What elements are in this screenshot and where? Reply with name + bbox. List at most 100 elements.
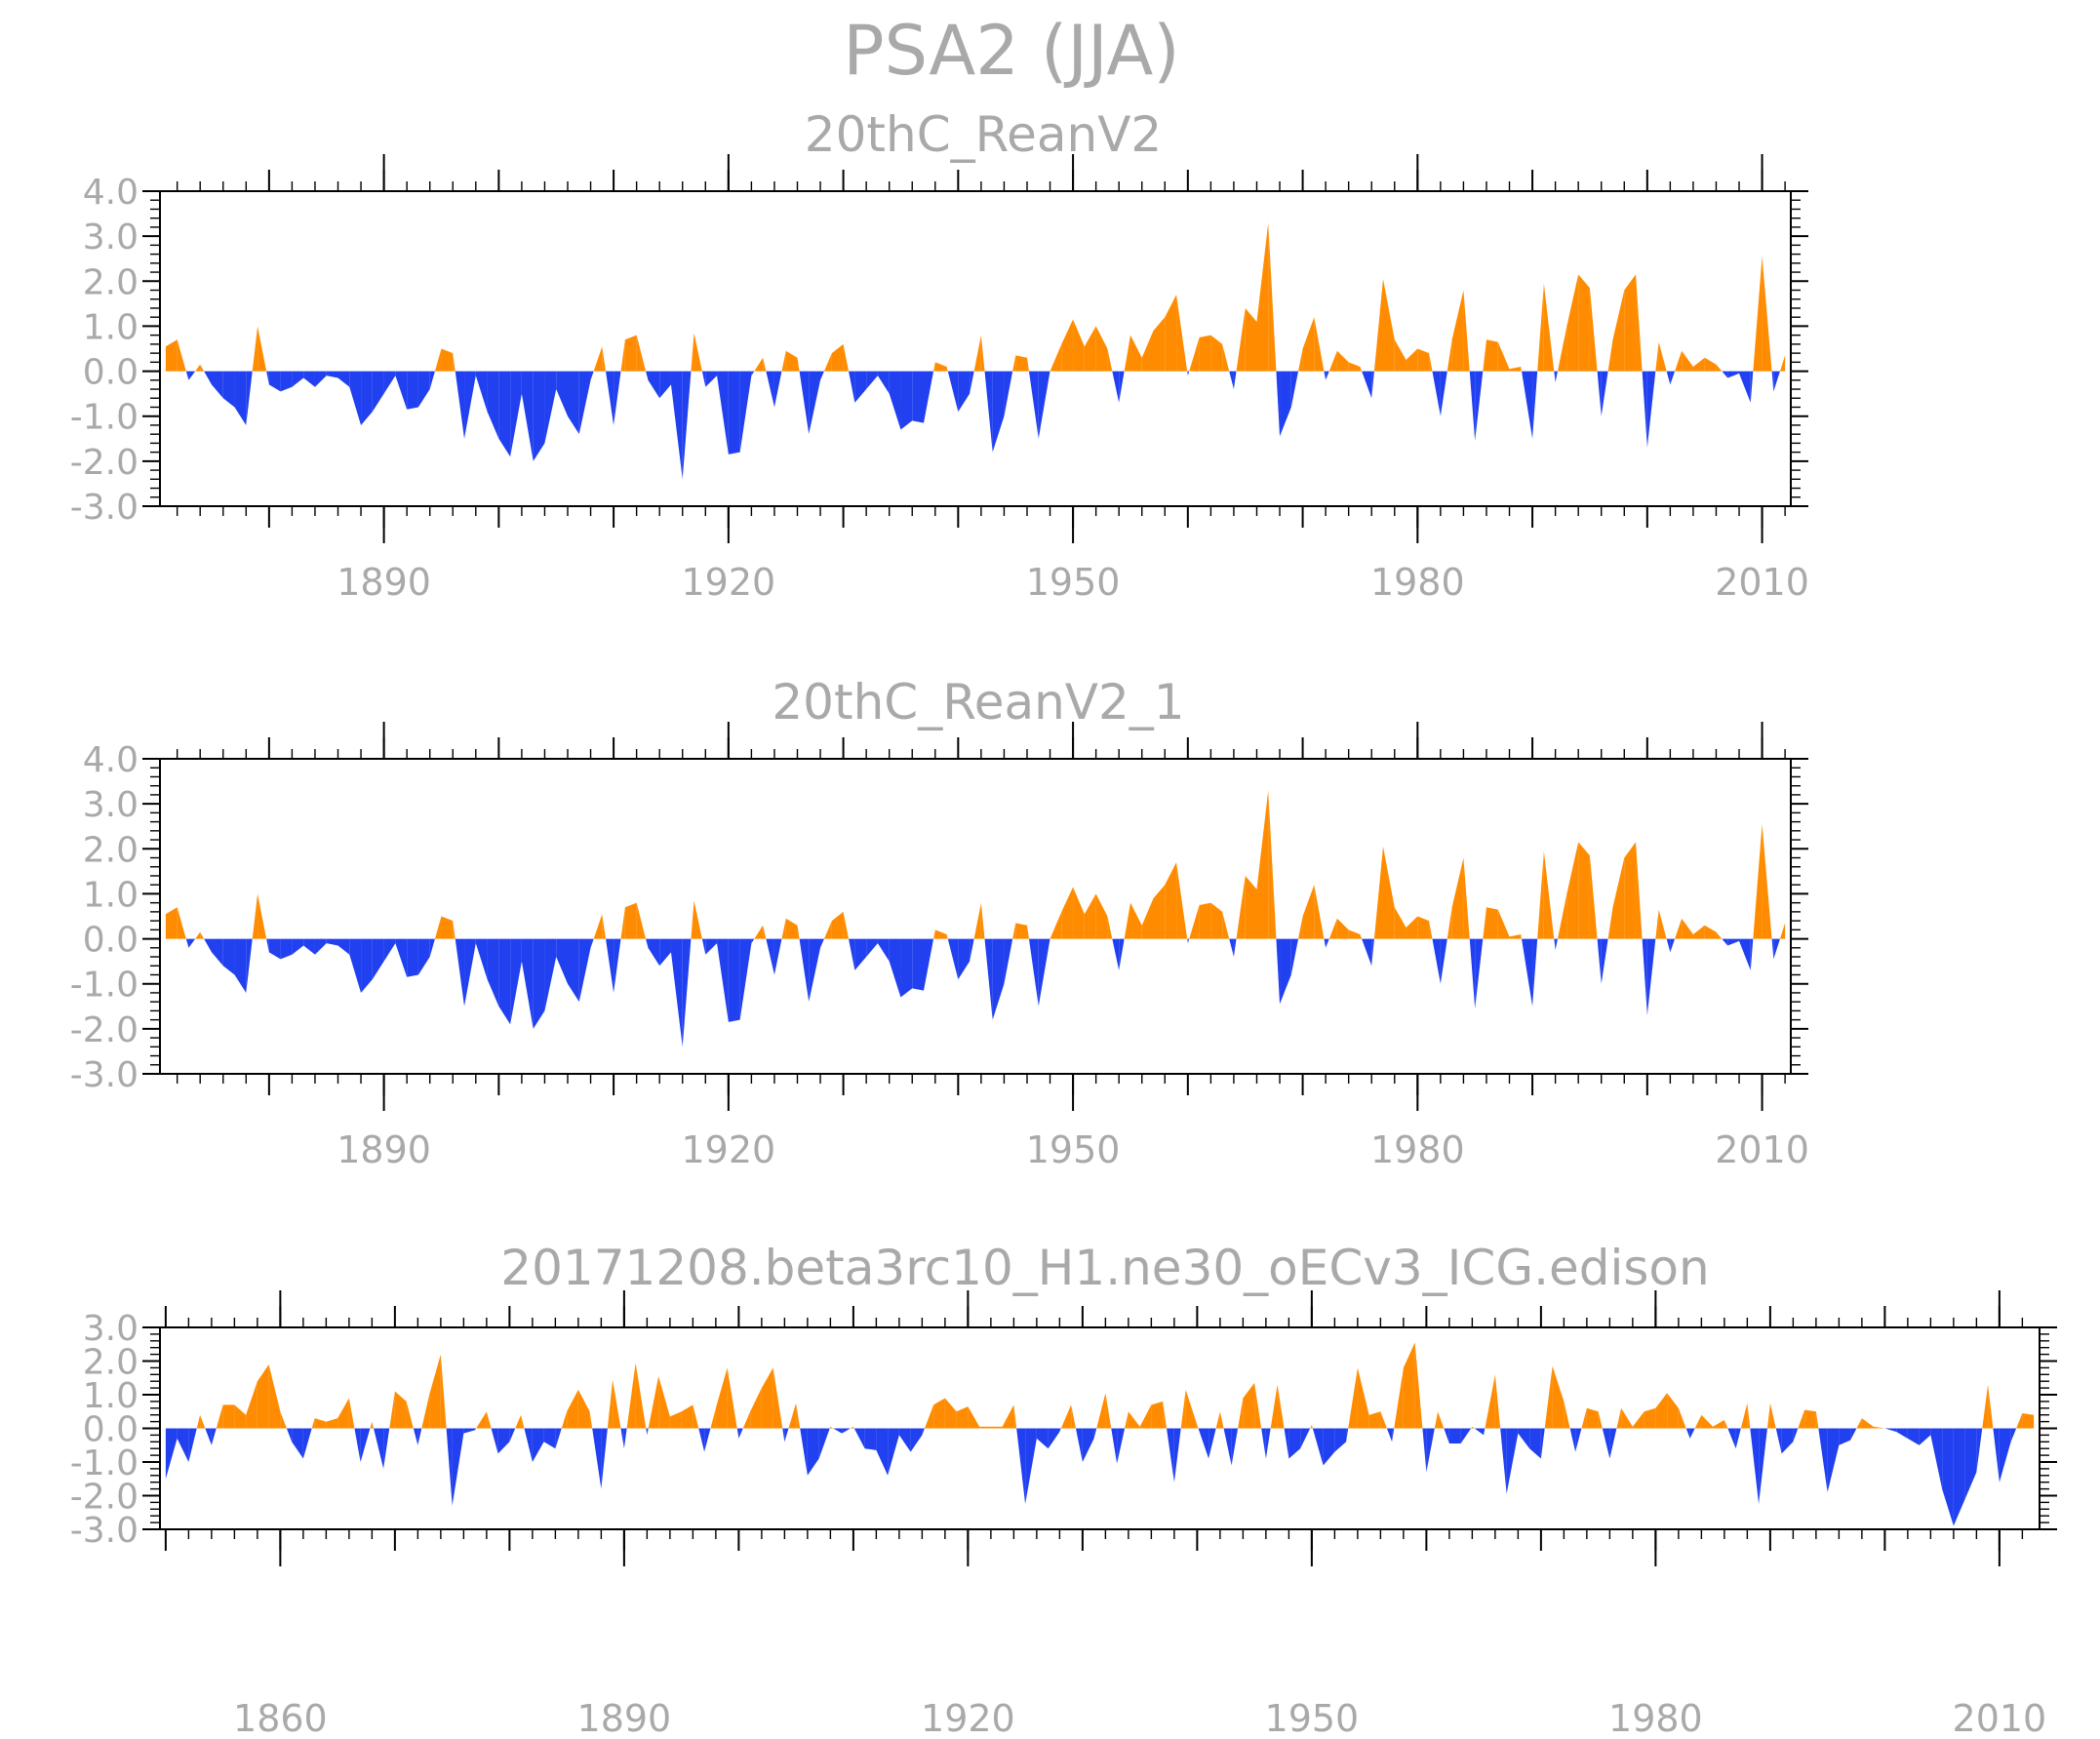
area-segment (947, 938, 959, 980)
main-title: PSA2 (JJA) (843, 11, 1179, 91)
area-segment (934, 362, 947, 372)
area-segment (453, 921, 456, 939)
area-segment (1555, 938, 1558, 951)
area-segment (784, 1428, 789, 1443)
area-segment (1261, 1428, 1266, 1459)
area-segment (475, 938, 488, 980)
area-segment (648, 938, 660, 967)
area-segment (1544, 1365, 1553, 1429)
area-segment (1406, 348, 1418, 372)
area-segment (498, 371, 511, 457)
area-segment (1290, 938, 1299, 975)
area-segment (258, 326, 267, 372)
area-segment (1642, 371, 1647, 449)
area-segment (2022, 1412, 2035, 1429)
y-tick-label: 0.0 (83, 353, 139, 393)
area-segment (1268, 222, 1277, 372)
area-segment (1167, 1428, 1174, 1482)
area-segment (246, 1381, 258, 1429)
area-segment (1422, 1428, 1427, 1473)
x-tick-label: 2010 (1715, 1128, 1809, 1171)
area-segment (222, 1404, 235, 1429)
area-segment (1187, 938, 1190, 944)
area-segment (1497, 341, 1510, 372)
area-segment (1187, 371, 1190, 376)
area-segment (510, 371, 522, 457)
area-segment (1667, 1393, 1679, 1429)
area-segment (647, 1428, 649, 1436)
area-segment (754, 357, 764, 372)
area-segment (1199, 335, 1211, 372)
area-segment (464, 938, 476, 1007)
area-segment (1621, 1407, 1633, 1429)
area-segment (1298, 916, 1303, 939)
area-segment (606, 938, 614, 993)
area-segment (990, 1426, 1003, 1429)
area-segment (1506, 1428, 1519, 1494)
area-segment (440, 1354, 447, 1429)
area-segment (383, 1428, 390, 1469)
area-segment (1724, 1419, 1728, 1429)
area-segment (1187, 371, 1188, 376)
area-segment (1557, 326, 1567, 372)
area-segment (1348, 362, 1361, 372)
area-segment (1028, 371, 1039, 439)
area-segment (1012, 355, 1016, 372)
area-segment (463, 1428, 476, 1434)
area-segment (592, 1428, 602, 1489)
area-segment (1334, 1428, 1347, 1452)
area-segment (1494, 1374, 1501, 1429)
area-segment (292, 1428, 303, 1459)
area-segment (1229, 938, 1234, 958)
area-segment (1716, 364, 1723, 372)
plot-frame (159, 758, 1792, 1075)
area-segment (1644, 1407, 1656, 1429)
area-segment (311, 1418, 315, 1429)
area-segment (1474, 1428, 1485, 1436)
area-segment (1223, 1428, 1232, 1466)
area-segment (754, 925, 764, 939)
area-segment (1061, 887, 1074, 939)
y-tick-label: -1.0 (70, 966, 139, 1006)
area-segment (710, 1407, 716, 1429)
area-segment (1953, 1428, 1965, 1526)
area-segment (1598, 1411, 1603, 1429)
area-segment (487, 938, 499, 1007)
area-segment (842, 1428, 851, 1434)
area-segment (1552, 1365, 1565, 1429)
area-segment (395, 938, 408, 977)
area-segment (1739, 371, 1751, 403)
area-segment (820, 371, 824, 380)
area-segment (933, 1398, 945, 1429)
x-tick-label: 1920 (681, 1128, 775, 1171)
area-segment (1141, 898, 1154, 939)
area-segment (389, 1391, 395, 1429)
area-segment (1704, 357, 1717, 372)
area-segment (1483, 907, 1486, 939)
area-segment (1392, 1428, 1395, 1443)
area-segment (1208, 1428, 1216, 1459)
area-segment (1233, 938, 1237, 958)
area-segment (487, 371, 499, 439)
area-segment (200, 931, 205, 939)
area-segment (1429, 353, 1433, 372)
area-segment (1485, 1374, 1495, 1429)
area-segment (1125, 1411, 1129, 1429)
area-segment (1636, 842, 1643, 939)
area-segment (532, 1428, 544, 1462)
y-tick-label: 4.0 (83, 173, 139, 213)
y-tick-label: 0.0 (83, 1410, 139, 1450)
area-segment (704, 1428, 711, 1452)
area-segment (646, 938, 649, 948)
area-segment (1071, 1404, 1076, 1429)
x-tick-label: 1980 (1608, 1697, 1703, 1739)
area-segment (1236, 307, 1246, 372)
area-segment (1658, 341, 1667, 372)
area-segment (1602, 1428, 1610, 1459)
area-segment (1336, 350, 1349, 372)
area-segment (973, 902, 981, 939)
area-segment (421, 1395, 430, 1429)
area-segment (1280, 371, 1291, 437)
area-segment (1759, 1428, 1767, 1505)
area-segment (165, 1428, 178, 1480)
